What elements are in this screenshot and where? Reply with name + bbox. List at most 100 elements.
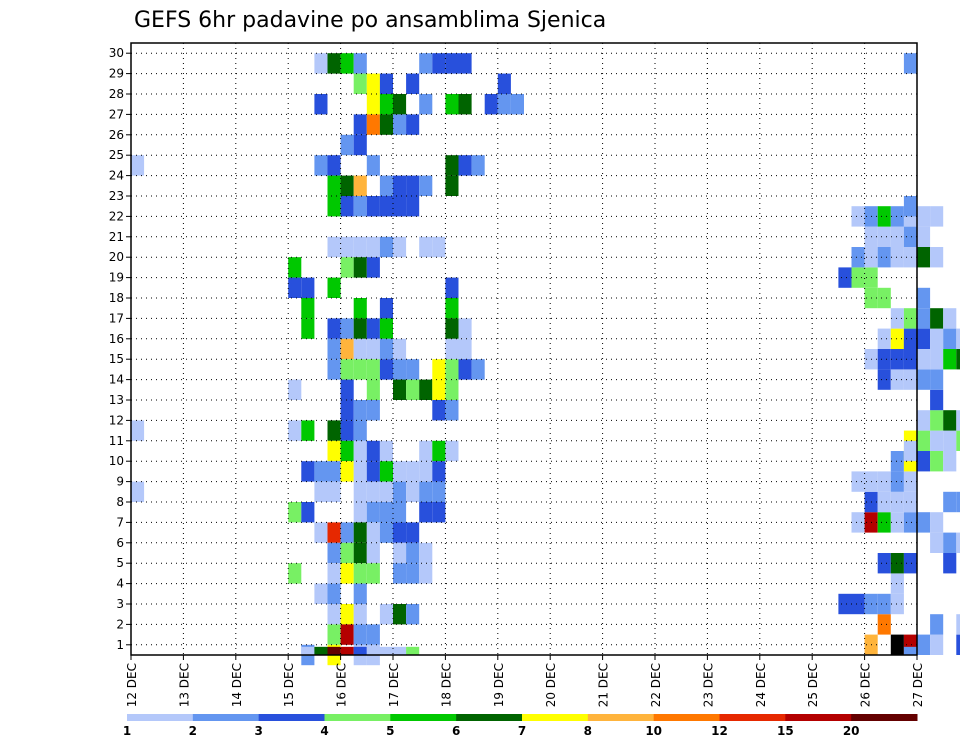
heatmap-cell <box>327 196 341 217</box>
legend-label: 2 <box>189 724 197 738</box>
heatmap-cell <box>877 206 891 227</box>
heatmap-cell <box>366 318 380 339</box>
grid-lines <box>131 43 917 655</box>
x-tick-label: 20 DEC <box>544 663 558 707</box>
y-tick-label: 29 <box>109 67 124 81</box>
heatmap-cell <box>445 338 459 360</box>
heatmap-cell <box>930 614 944 635</box>
heatmap-cell <box>458 53 472 74</box>
heatmap-cell <box>445 440 459 462</box>
legend-label: 8 <box>584 724 592 738</box>
x-tick-label: 16 DEC <box>335 663 349 707</box>
heatmap-cell <box>930 430 944 451</box>
x-tick-label: 17 DEC <box>387 663 401 707</box>
legend-label: 1 <box>123 724 131 738</box>
heatmap-cell <box>930 308 944 329</box>
heatmap-cell <box>393 502 407 523</box>
heatmap-cell <box>903 226 917 247</box>
heatmap-cell <box>327 420 341 441</box>
heatmap-cell <box>340 624 354 645</box>
y-tick-label: 26 <box>109 128 124 142</box>
y-tick-label: 21 <box>109 230 124 244</box>
heatmap-cell <box>943 328 957 349</box>
y-tick-label: 5 <box>116 556 124 570</box>
heatmap-cell <box>353 440 367 462</box>
heatmap-cell <box>406 461 420 482</box>
color-legend: 1 2 3 4 5 6 7 8 10 12 15 20 <box>123 714 918 738</box>
plot-frame <box>130 42 918 656</box>
heatmap-cell <box>917 430 931 451</box>
heatmap-cell <box>903 247 917 268</box>
heatmap-cell <box>419 440 433 462</box>
heatmap-cell <box>406 481 420 502</box>
heatmap-cell <box>366 155 380 176</box>
heatmap-cell <box>353 583 367 604</box>
heatmap-cell <box>903 491 917 513</box>
legend-swatch <box>192 714 260 721</box>
heatmap-cell <box>379 94 393 115</box>
heatmap-cell <box>353 481 367 502</box>
heatmap-cell <box>366 379 380 400</box>
heatmap-cell <box>471 359 485 380</box>
heatmap-cell <box>353 461 367 482</box>
heatmap-cell <box>406 379 420 400</box>
heatmap-cell <box>340 134 354 156</box>
heatmap-cell <box>497 73 511 94</box>
y-tick-label: 20 <box>109 250 124 264</box>
heatmap-cell <box>393 338 407 360</box>
heatmap-cell <box>379 73 393 94</box>
heatmap-cell <box>379 196 393 217</box>
heatmap-cell <box>406 542 420 564</box>
heatmap-cell <box>851 512 865 533</box>
heatmap-cell <box>353 338 367 360</box>
legend-label: 7 <box>518 724 526 738</box>
heatmap-cell <box>406 563 420 584</box>
heatmap-cell <box>327 522 341 543</box>
heatmap-cell <box>445 277 459 298</box>
y-tick-label: 22 <box>109 209 124 223</box>
heatmap-cell <box>353 646 367 655</box>
y-tick-label: 17 <box>109 311 124 325</box>
heatmap-cell <box>366 542 380 564</box>
heatmap-cell <box>458 359 472 380</box>
y-tick-label: 25 <box>109 148 124 162</box>
heatmap-cell <box>366 196 380 217</box>
heatmap-cell <box>288 502 302 523</box>
heatmap-cell <box>890 553 904 574</box>
y-tick-label: 18 <box>109 291 124 305</box>
heatmap-cell <box>877 491 891 513</box>
heatmap-cell <box>445 359 459 380</box>
heatmap-cell <box>288 563 302 584</box>
heatmap-cell <box>419 53 433 74</box>
heatmap-cell <box>301 420 315 441</box>
heatmap-cell <box>838 593 852 615</box>
heatmap-cell <box>340 522 354 543</box>
heatmap-cell <box>877 512 891 533</box>
heatmap-cell <box>353 563 367 584</box>
heatmap-cell <box>393 604 407 625</box>
heatmap-cell <box>851 206 865 227</box>
heatmap-cell <box>406 604 420 625</box>
heatmap-cell <box>353 175 367 196</box>
heatmap-cell <box>956 430 960 451</box>
y-tick-label: 27 <box>109 107 124 121</box>
heatmap-cell <box>877 369 891 390</box>
heatmap-cell <box>851 471 865 492</box>
legend-label: 12 <box>711 724 728 738</box>
heatmap-cell <box>393 196 407 217</box>
legend-swatch <box>258 714 325 721</box>
heatmap-cell <box>890 512 904 533</box>
legend-swatch <box>324 714 391 721</box>
heatmap-cell <box>288 277 302 298</box>
heatmap-cell <box>353 73 367 94</box>
heatmap-cell <box>366 522 380 543</box>
heatmap-cell <box>379 114 393 135</box>
x-tick-label: 22 DEC <box>649 663 663 707</box>
heatmap-cell <box>340 440 354 462</box>
heatmap-cell <box>943 491 957 513</box>
heatmap-cell <box>930 389 944 411</box>
heatmap-cell <box>327 338 341 360</box>
heatmap-cell <box>327 155 341 176</box>
heatmap-cell <box>393 563 407 584</box>
heatmap-cell <box>956 410 960 431</box>
